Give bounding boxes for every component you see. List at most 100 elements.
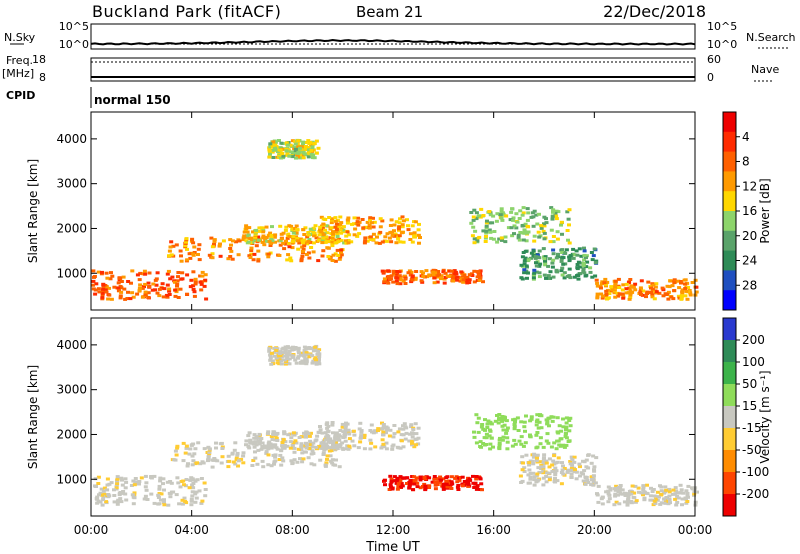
data-cell: [301, 143, 305, 146]
data-cell: [236, 253, 241, 257]
data-cell: [316, 259, 321, 263]
data-cell: [535, 253, 540, 257]
data-cell: [264, 450, 269, 454]
data-cell: [515, 220, 520, 224]
data-cell: [472, 269, 477, 273]
data-cell: [645, 492, 650, 496]
data-cell: [432, 477, 437, 481]
data-cell: [320, 238, 325, 242]
data-cell: [352, 444, 357, 448]
data-cell: [318, 428, 323, 432]
data-cell: [325, 457, 329, 461]
data-cell: [588, 270, 593, 274]
data-cell: [561, 472, 566, 476]
data-cell: [550, 215, 555, 219]
data-cell: [315, 434, 320, 438]
data-cell: [467, 273, 472, 277]
data-cell: [306, 231, 311, 234]
data-cell: [365, 220, 370, 224]
data-cell: [158, 479, 163, 483]
data-cell: [175, 279, 180, 283]
data-cell: [325, 426, 330, 430]
data-cell: [215, 459, 220, 463]
data-cell: [323, 240, 328, 244]
data-cell: [266, 432, 270, 435]
data-cell: [277, 352, 282, 355]
data-cell: [625, 500, 630, 504]
data-cell: [333, 219, 338, 223]
data-cell: [523, 249, 528, 253]
data-cell: [168, 277, 173, 281]
data-cell: [551, 210, 555, 214]
data-cell: [183, 499, 188, 503]
data-cell: [572, 275, 577, 279]
data-cell: [516, 233, 521, 237]
data-cell: [519, 442, 524, 446]
data-cell: [414, 443, 418, 447]
data-cell: [613, 285, 618, 289]
data-cell: [452, 269, 457, 273]
data-cell: [541, 483, 546, 487]
data-cell: [297, 436, 302, 439]
data-cell: [387, 434, 392, 438]
data-cell: [381, 423, 386, 426]
data-cell: [272, 346, 277, 350]
data-cell: [396, 485, 401, 488]
data-cell: [212, 239, 217, 243]
data-cell: [510, 234, 515, 238]
data-cell: [266, 444, 271, 448]
data-cell: [283, 347, 288, 351]
data-cell: [301, 247, 306, 251]
data-cell: [137, 480, 142, 483]
data-cell: [173, 458, 178, 462]
data-cell: [280, 456, 285, 460]
data-cell: [403, 425, 408, 429]
data-cell: [304, 148, 309, 152]
data-cell: [260, 441, 265, 445]
data-cell: [532, 239, 537, 243]
data-cell: [444, 476, 449, 480]
data-cell: [197, 258, 202, 262]
data-cell: [231, 239, 235, 243]
data-cell: [474, 487, 479, 491]
data-cell: [613, 488, 618, 492]
data-cell: [499, 216, 504, 220]
data-cell: [397, 221, 402, 225]
data-cell: [524, 264, 529, 268]
data-cell: [167, 293, 172, 296]
data-cell: [676, 496, 681, 500]
data-cell: [347, 233, 352, 237]
data-cell: [623, 494, 628, 497]
data-cell: [190, 490, 195, 494]
data-cell: [509, 210, 514, 214]
data-cell: [321, 444, 326, 448]
data-cell: [396, 227, 401, 231]
data-cell: [162, 498, 166, 502]
data-cell: [674, 489, 679, 493]
data-cell: [203, 488, 208, 491]
data-cell: [254, 228, 259, 232]
data-cell: [120, 483, 125, 487]
data-cell: [147, 285, 152, 288]
data-cell: [337, 237, 342, 241]
noise-panel: N.Sky 10^5 10^0 10^5 10^0 N.Search: [4, 20, 796, 51]
data-cell: [565, 229, 570, 232]
data-cell: [267, 347, 272, 351]
data-cell: [362, 433, 367, 437]
data-cell: [342, 435, 347, 439]
data-cell: [157, 484, 162, 488]
data-cell: [302, 233, 307, 236]
data-cell: [296, 356, 300, 360]
data-cell: [390, 447, 395, 451]
data-cell: [203, 494, 208, 498]
data-cell: [196, 247, 201, 251]
data-cell: [337, 257, 342, 261]
data-cell: [234, 240, 238, 244]
data-cell: [620, 292, 625, 296]
data-cell: [123, 492, 128, 496]
data-cell: [210, 465, 215, 469]
data-cell: [455, 275, 460, 279]
data-cell: [347, 446, 352, 450]
data-cell: [398, 475, 403, 479]
data-cell: [165, 283, 170, 287]
